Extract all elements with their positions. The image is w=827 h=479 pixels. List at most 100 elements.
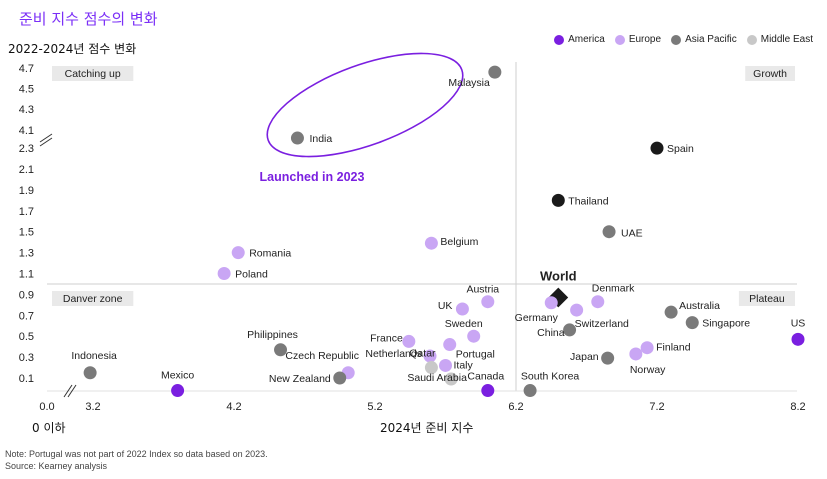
data-point-singapore: [685, 316, 699, 330]
data-label-poland: Poland: [235, 269, 268, 281]
data-label-spain: Spain: [667, 143, 694, 155]
data-label-new-zealand: New Zealand: [269, 373, 331, 385]
legend-marker-middle-east: [746, 34, 757, 45]
launched-2023-ellipse: [266, 52, 464, 158]
data-label-czech-republic: Czech Republic: [285, 350, 359, 362]
y-tick-label: 2.1: [19, 164, 34, 176]
quadrant-label-catching-up-bg: [52, 66, 134, 81]
chart-title: 준비 지수 점수의 변화: [19, 10, 158, 28]
quadrant-label-plateau: Plateau: [749, 293, 785, 305]
x-tick-label: 5.2: [367, 401, 382, 413]
y-tick-label: 0.1: [19, 373, 34, 385]
data-label-india: India: [309, 133, 332, 145]
data-point-romania: [231, 246, 245, 260]
data-point-saudi-arabia: [444, 372, 458, 386]
x-axis-break-mark: [67, 384, 77, 398]
legend-marker-america: [554, 34, 565, 45]
data-point-germany: [544, 296, 558, 310]
data-point-us: [791, 332, 805, 346]
data-point-mexico: [171, 384, 185, 398]
data-point-norway: [629, 347, 643, 361]
data-point-malaysia: [488, 65, 502, 79]
quadrant-label-plateau-bg: [738, 291, 795, 306]
legend-marker-europe: [614, 34, 625, 45]
quadrant-label-catching-up: Catching up: [65, 68, 121, 80]
data-label-china: China: [537, 327, 565, 339]
data-point-denmark: [591, 295, 605, 309]
x-axis-zero-label: 0 이하: [32, 421, 66, 435]
legend-label-middle-east: Middle East: [760, 34, 813, 45]
data-point-india: [290, 131, 304, 145]
data-label-philippines: Philippines: [247, 329, 298, 341]
data-point-uae: [602, 225, 616, 239]
data-point-spain: [650, 141, 664, 155]
data-label-uae: UAE: [621, 228, 643, 240]
footnote: Note: Portugal was not part of 2022 Inde…: [5, 449, 268, 459]
data-point-indonesia: [83, 366, 97, 380]
legend-label-america: America: [568, 34, 605, 45]
x-tick-label: 4.2: [226, 401, 241, 413]
data-point-france: [402, 334, 416, 348]
data-point-uk: [455, 302, 469, 316]
data-point-netherlands: [423, 349, 437, 363]
y-tick-label: 1.5: [19, 227, 34, 239]
data-label-sweden: Sweden: [445, 318, 483, 330]
data-label-belgium: Belgium: [440, 236, 478, 248]
data-point-finland: [640, 341, 654, 355]
data-label-australia: Australia: [679, 300, 720, 312]
legend-item-asia-pacific: Asia Pacific: [671, 34, 737, 45]
legend-marker-asia-pacific: [671, 34, 682, 45]
data-point-philippines: [274, 343, 288, 357]
data-label-switzerland: Switzerland: [575, 318, 629, 330]
data-point-china: [563, 323, 577, 337]
data-point-portugal: [443, 338, 457, 352]
y-tick-label: 0.9: [19, 289, 34, 301]
data-label-netherlands: Netherlands: [365, 348, 422, 360]
data-point-japan: [601, 351, 615, 365]
y-tick-label: 2.3: [19, 143, 34, 155]
data-label-thailand: Thailand: [568, 195, 608, 207]
data-label-finland: Finland: [656, 342, 691, 354]
data-label-mexico: Mexico: [161, 370, 194, 382]
y-tick-label: 4.5: [19, 84, 34, 96]
data-label-austria: Austria: [466, 284, 499, 296]
data-point-switzerland: [570, 303, 584, 317]
y-tick-label: 1.3: [19, 248, 34, 260]
y-tick-label: 1.1: [19, 269, 34, 281]
quadrant-label-danver-zone: Danver zone: [63, 293, 123, 305]
data-label-indonesia: Indonesia: [71, 350, 117, 362]
data-label-singapore: Singapore: [702, 318, 750, 330]
data-label-france: France: [370, 332, 403, 344]
data-label-portugal: Portugal: [456, 349, 495, 361]
data-label-norway: Norway: [630, 364, 666, 376]
data-point-poland: [217, 267, 231, 280]
data-point-thailand: [551, 193, 565, 207]
data-point-austria: [481, 295, 495, 309]
data-label-us: US: [791, 317, 806, 329]
data-point-south-korea: [523, 384, 537, 398]
data-label-canada: Canada: [467, 371, 504, 383]
legend-item-america: America: [554, 34, 605, 45]
x-axis-break-mark: [63, 384, 73, 398]
data-label-japan: Japan: [570, 351, 599, 363]
y-axis-break-mark: [39, 133, 53, 143]
data-label-south-korea: South Korea: [521, 371, 580, 383]
legend-item-middle-east: Middle East: [746, 34, 813, 45]
quadrant-label-danver-zone-bg: [52, 291, 134, 306]
data-label-italy: Italy: [454, 359, 474, 371]
data-label-germany: Germany: [515, 312, 559, 324]
data-label-qatar: Qatar: [409, 348, 436, 360]
data-point-australia: [664, 305, 678, 319]
legend-label-asia-pacific: Asia Pacific: [685, 34, 737, 45]
data-point-canada: [481, 384, 495, 398]
data-point-sweden: [467, 329, 481, 343]
data-label-uk: UK: [438, 300, 453, 312]
quadrant-label-growth: Growth: [753, 68, 787, 80]
data-point-new-zealand: [333, 371, 347, 385]
x-tick-label: 3.2: [85, 401, 100, 413]
y-tick-label: 4.3: [19, 104, 34, 116]
data-label-denmark: Denmark: [592, 283, 635, 295]
x-tick-label: 8.2: [790, 401, 805, 413]
x-tick-label: 6.2: [508, 401, 523, 413]
